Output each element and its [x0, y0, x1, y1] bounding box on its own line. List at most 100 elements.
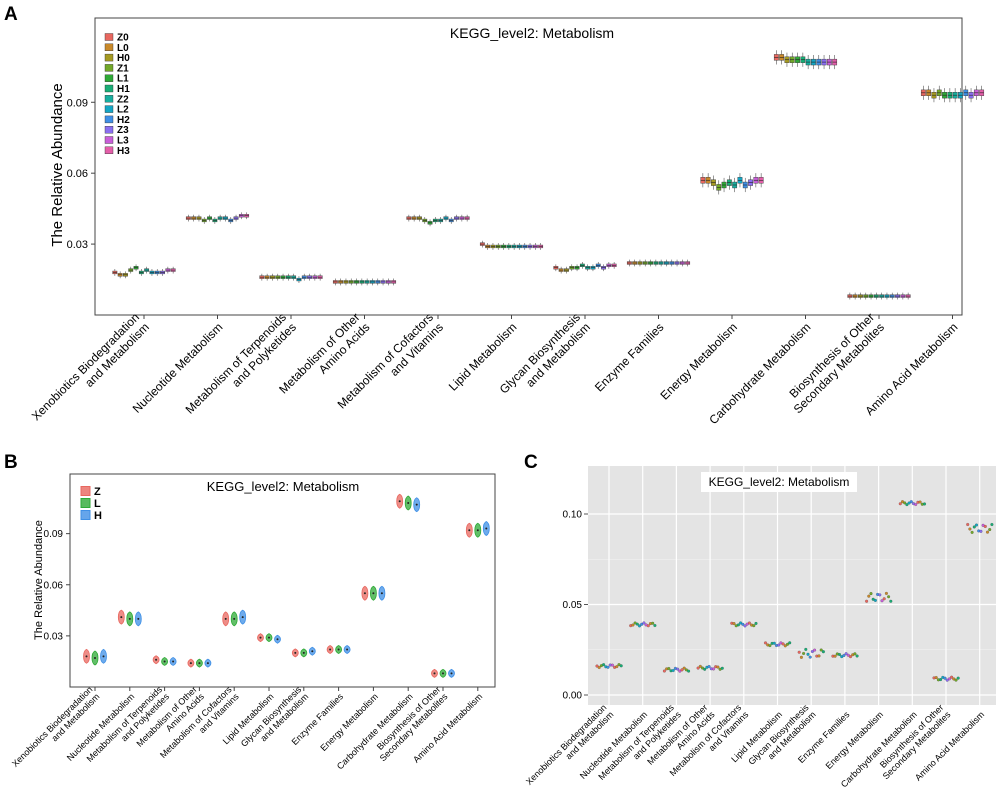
panel-c-category-line: Energy Metabolism: [824, 709, 886, 771]
panel-a-title: KEGG_level2: Metabolism: [450, 25, 614, 41]
panel-b-legend-swatch: [80, 498, 91, 508]
panel-c-point: [954, 678, 958, 682]
panel-b-violin-median: [311, 650, 314, 653]
panel-c-point: [988, 528, 992, 532]
panel-c-point: [865, 599, 869, 603]
panel-c-point: [667, 667, 671, 671]
panel-c-point: [867, 594, 871, 598]
panel-c-point: [610, 663, 614, 667]
panel-a-category-line: Xenobiotics Biodegradation: [29, 310, 142, 423]
panel-c-point: [968, 527, 972, 531]
panel-c-point: [640, 622, 644, 626]
panel-c-point: [821, 650, 825, 654]
panel-a-y-tick-label: 0.03: [67, 239, 88, 251]
panel-c-point: [873, 598, 877, 602]
panel-c-point: [711, 667, 715, 671]
panel-c-point: [602, 663, 606, 667]
panel-c-point: [833, 654, 837, 658]
panel-a-plot-frame: [94, 17, 963, 316]
panel-c-point: [642, 621, 646, 625]
panel-c-point: [597, 666, 601, 670]
panel-c-point: [972, 525, 976, 529]
panel-b-violin-median: [224, 617, 227, 620]
panel-c-point: [804, 647, 808, 651]
panel-c-point: [878, 593, 882, 597]
panel-b-y-axis-label: The Relative Abundance: [33, 520, 45, 640]
panel-c-point: [678, 669, 682, 673]
panel-b-violin-median: [189, 662, 192, 665]
panel-b-violin-median: [415, 503, 418, 506]
panel-a-legend-swatch: [104, 84, 114, 93]
panel-c-y-tick-label: 0.00: [563, 691, 583, 702]
panel-a-category-line: Energy Metabolism: [657, 320, 740, 403]
panel-b-y-tick-label: 0.09: [44, 529, 64, 540]
panel-a: KEGG_level2: Metabolism The Relative Abu…: [29, 17, 985, 433]
panel-c-point: [637, 624, 641, 628]
panel-c-point: [966, 522, 970, 526]
panel-b-violin-median: [398, 500, 401, 503]
panel-a-legend-swatch: [104, 43, 114, 51]
panel-c-point: [945, 678, 949, 682]
panel-b-violin-median: [329, 648, 332, 651]
panel-b-violin-median: [302, 651, 305, 654]
panel-c-point: [905, 503, 909, 507]
panel-b-violin-median: [337, 648, 340, 651]
panel-c-point: [700, 666, 704, 670]
panel-a-category-label: Energy Metabolism: [657, 320, 740, 403]
panel-c-point: [631, 623, 635, 627]
panel-b-violin-median: [172, 660, 175, 663]
panel-b-violin-median: [155, 658, 158, 661]
panel-c-point: [884, 591, 888, 595]
panel-b-category-line: Xenobiotics Biodegradation: [10, 684, 95, 769]
panel-a-legend-swatch: [104, 146, 114, 155]
panel-b-violin-median: [468, 529, 471, 532]
panel-b-violin-median: [259, 636, 262, 639]
panel-a-category-line: Metabolism of Terpenoids: [183, 310, 289, 416]
panel-a-category-label: Metabolism of Terpenoidsand Polyketides: [183, 310, 299, 426]
panel-a-legend-label: Z2: [117, 94, 129, 105]
panel-c-point: [752, 624, 756, 628]
panel-c-point: [882, 597, 886, 601]
panel-c-point: [817, 654, 821, 658]
panel-a-category-line: Enzyme Families: [592, 320, 667, 395]
panel-c-point: [970, 530, 974, 534]
panel-a-legend-swatch: [104, 136, 114, 144]
panel-c-point: [887, 595, 891, 599]
panel-c-point: [869, 592, 873, 596]
panel-b-violin-median: [206, 662, 209, 665]
panel-c-point: [696, 666, 700, 670]
panel-c-point: [716, 665, 720, 669]
panel-a-legend-label: Z1: [117, 63, 129, 74]
panel-c-point: [772, 641, 776, 645]
panel-b-violin-median: [233, 617, 236, 620]
panel-c-title: KEGG_level2: Metabolism: [709, 475, 850, 489]
panel-c-point: [939, 678, 943, 682]
panel-b-legend-swatch: [80, 510, 91, 520]
panel-a-legend-swatch: [104, 115, 114, 124]
panel-c-point: [720, 666, 724, 670]
panel-b-legend-label: H: [94, 510, 102, 522]
panel-c-point: [703, 667, 707, 671]
panel-b-violin-median: [94, 657, 96, 660]
panel-c-point: [671, 669, 675, 673]
panel-c-y-tick-label: 0.10: [563, 510, 583, 521]
panel-c-point: [914, 502, 918, 506]
panel-b-y-tick-label: 0.03: [44, 631, 64, 642]
panel-a-legend-label: H3: [117, 146, 130, 157]
panel-b-violin-median: [128, 617, 131, 620]
panel-a-category-label: Xenobiotics Biodegradationand Metabolism: [29, 310, 152, 433]
panel-b-violin-median: [85, 655, 88, 658]
panel-label-c: C: [524, 452, 538, 473]
panel-c-y-tick-label: 0.05: [563, 600, 583, 611]
panel-c-point: [918, 500, 922, 504]
panel-c-point: [806, 652, 810, 656]
panel-b-violin-median: [450, 672, 453, 675]
panel-c-point: [837, 653, 841, 657]
panel-c-point: [707, 665, 711, 669]
panel-c-point: [788, 641, 792, 645]
panel-c-point: [819, 648, 823, 652]
panel-b-legend-label: L: [94, 498, 101, 510]
panel-c-point: [844, 652, 848, 656]
panel-c-point: [653, 624, 657, 628]
